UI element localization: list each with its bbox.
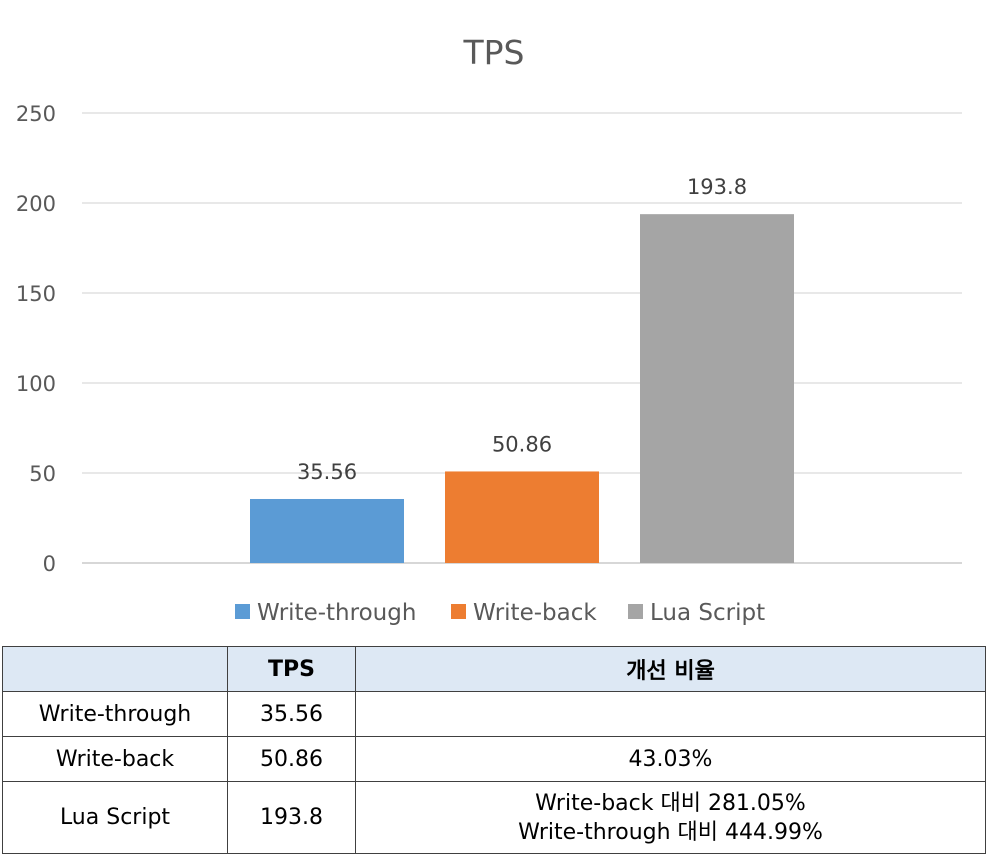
legend-label: Write-back (473, 600, 597, 626)
y-gridlines (82, 112, 962, 564)
row-tps: 193.8 (227, 781, 356, 854)
y-axis-ticks: 0 50 100 150 200 250 (16, 102, 56, 576)
tps-bar-chart: TPS 0 50 100 150 200 250 35.56 50.86 193.8 Writ… (16, 33, 962, 626)
chart-title: TPS (462, 33, 524, 72)
data-labels: 35.56 50.86 193.8 (297, 175, 747, 484)
y-tick-label: 200 (16, 192, 56, 216)
legend-label: Write-through (257, 600, 416, 626)
header-tps: TPS (227, 646, 356, 692)
y-tick-label: 100 (16, 372, 56, 396)
tps-table: TPS 개선 비율 Write-through 35.56 Write-back 50… (2, 646, 986, 854)
legend: Write-through Write-back Lua Script (235, 600, 765, 626)
table-row: Lua Script 193.8 Write-back 대비 281.05% Writ… (2, 781, 986, 854)
y-tick-label: 250 (16, 102, 56, 126)
row-ratio: 43.03% (355, 736, 986, 782)
row-tps: 50.86 (227, 736, 356, 782)
legend-swatch (628, 604, 643, 619)
row-tps: 35.56 (227, 691, 356, 737)
bar-write-back (445, 471, 599, 563)
bar-write-through (250, 498, 404, 563)
bar-lua-script (640, 214, 794, 563)
table-header-row: TPS 개선 비율 (2, 646, 986, 692)
y-tick-label: 50 (29, 462, 56, 486)
data-label: 193.8 (687, 175, 747, 199)
header-ratio: 개선 비율 (355, 646, 986, 692)
legend-label: Lua Script (650, 600, 765, 626)
data-label: 50.86 (492, 432, 552, 456)
ratio-line: Write-back 대비 281.05% (535, 790, 806, 816)
row-name: Write-back (2, 736, 228, 782)
bars (250, 214, 794, 563)
legend-swatch (451, 604, 466, 619)
header-empty (2, 646, 228, 692)
legend-swatch (235, 604, 250, 619)
y-tick-label: 0 (43, 552, 56, 576)
row-ratio: Write-back 대비 281.05% Write-through 대비 44… (355, 781, 986, 854)
ratio-line: Write-through 대비 444.99% (518, 819, 823, 845)
y-tick-label: 150 (16, 282, 56, 306)
table-row: Write-back 50.86 43.03% (2, 736, 986, 782)
table-row: Write-through 35.56 (2, 691, 986, 737)
data-label: 35.56 (297, 460, 357, 484)
row-name: Write-through (2, 691, 228, 737)
ratio-line: 43.03% (628, 746, 713, 772)
row-ratio (355, 691, 986, 737)
row-name: Lua Script (2, 781, 228, 854)
